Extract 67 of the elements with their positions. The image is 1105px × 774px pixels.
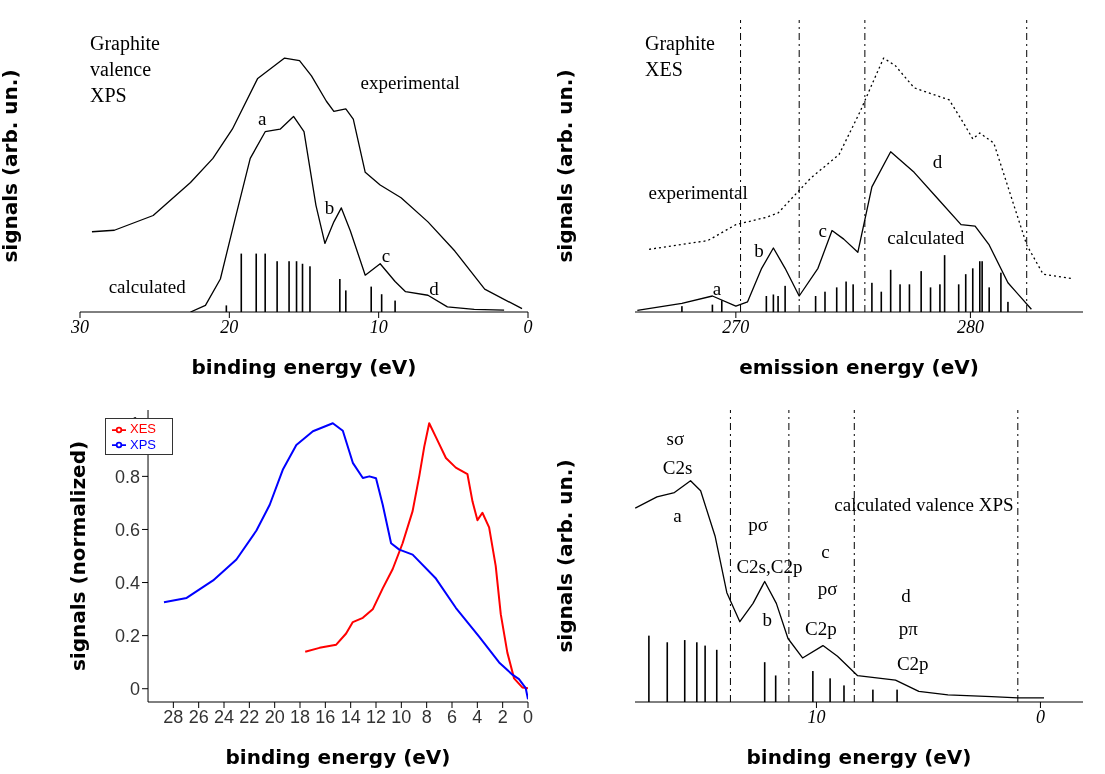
- x-tick-label: 14: [340, 706, 361, 727]
- x-tick-label: 0: [1035, 706, 1045, 727]
- y-axis-title: signals (normalized): [66, 440, 91, 672]
- annotation: d: [932, 151, 943, 174]
- x-tick-label: 270: [722, 316, 750, 337]
- x-axis-title: emission energy (eV): [739, 355, 979, 379]
- legend-label: XPS: [130, 436, 157, 452]
- x-tick-label: 8: [421, 706, 432, 727]
- y-tick-label: 0.2: [114, 626, 141, 647]
- x-tick-label: 10: [391, 706, 412, 727]
- annotation: c: [821, 540, 830, 563]
- text: sσ: [666, 427, 685, 450]
- annotation: b: [324, 196, 335, 219]
- annotation: calculated valence XPS: [834, 494, 1014, 517]
- annotation: C2p: [896, 653, 929, 676]
- x-tick-label: 28: [163, 706, 184, 727]
- annotation: d: [901, 584, 911, 607]
- y-axis-title: signals (arb. un.): [553, 459, 578, 653]
- annotation: a: [712, 278, 722, 301]
- annotation: pσ: [817, 578, 838, 601]
- x-tick-label: 20: [220, 316, 239, 337]
- x-tick-label: 10: [807, 706, 826, 727]
- y-axis-title: signals (arb. un.): [0, 69, 23, 263]
- annotation: b: [762, 609, 772, 632]
- line-series: [304, 422, 528, 690]
- x-tick-label: 4: [472, 706, 483, 727]
- x-tick-label: 20: [264, 706, 285, 727]
- x-tick-label: 30: [70, 316, 89, 337]
- annotation: experimental: [648, 181, 748, 204]
- legend-label: XES: [130, 421, 157, 436]
- y-tick-label: 0: [130, 679, 141, 700]
- annotation: c: [381, 245, 391, 268]
- x-tick-label: 6: [447, 706, 458, 727]
- annotation: d: [429, 278, 439, 301]
- annotation: calculated: [108, 275, 186, 298]
- x-tick-label: 0: [523, 316, 533, 337]
- annotation: pπ: [898, 618, 918, 640]
- x-tick-label: 10: [369, 316, 388, 337]
- annotation: C2p: [805, 618, 837, 640]
- y-tick-label: 0.8: [114, 466, 141, 487]
- x-axis-title: binding energy (eV): [746, 745, 972, 769]
- x-tick-label: 0: [522, 706, 534, 727]
- annotation: c: [818, 219, 827, 242]
- y-axis-title: signals (arb. un.): [553, 69, 578, 263]
- y-tick-label: 0.6: [114, 519, 141, 540]
- x-axis-title: binding energy (eV): [225, 745, 451, 769]
- annotation: C2s,C2p: [736, 556, 803, 579]
- x-tick-label: 2: [497, 706, 508, 727]
- annotation: pσ: [748, 514, 769, 537]
- annotation: experimental: [360, 72, 460, 95]
- annotation: b: [754, 239, 764, 262]
- x-tick-label: 12: [365, 706, 387, 727]
- x-tick-label: 280: [956, 316, 984, 337]
- annotation: a: [258, 107, 267, 130]
- x-tick-label: 18: [289, 706, 311, 727]
- x-tick-label: 22: [239, 706, 260, 727]
- line-series: [162, 422, 528, 701]
- x-tick-label: 24: [214, 706, 235, 727]
- chart-title: Graphite XES: [645, 31, 715, 82]
- x-axis-title: binding energy (eV): [191, 355, 417, 379]
- annotation: a: [673, 505, 682, 528]
- chart-title: Graphite valence XPS: [90, 31, 160, 108]
- x-tick-label: 16: [315, 706, 336, 727]
- text: C2s: [662, 456, 693, 479]
- x-tick-label: 26: [188, 706, 209, 727]
- annotation: calculated: [887, 227, 965, 250]
- y-tick-label: 0.4: [114, 572, 141, 593]
